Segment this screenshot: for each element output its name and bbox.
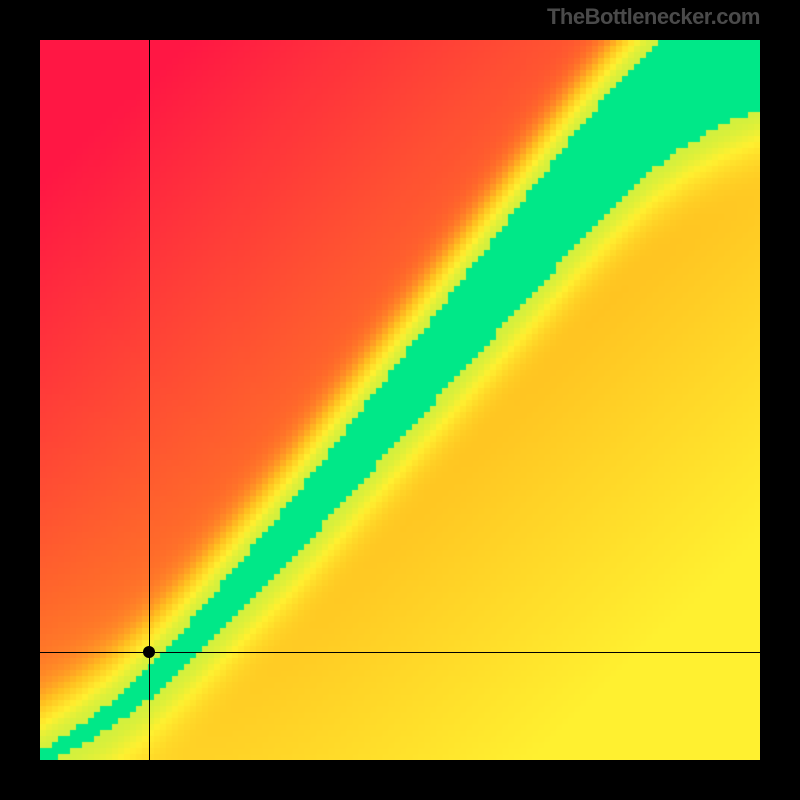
heatmap-plot bbox=[40, 40, 760, 760]
figure-root: TheBottlenecker.com bbox=[0, 0, 800, 800]
heatmap-canvas bbox=[40, 40, 760, 760]
watermark-text: TheBottlenecker.com bbox=[547, 4, 760, 30]
